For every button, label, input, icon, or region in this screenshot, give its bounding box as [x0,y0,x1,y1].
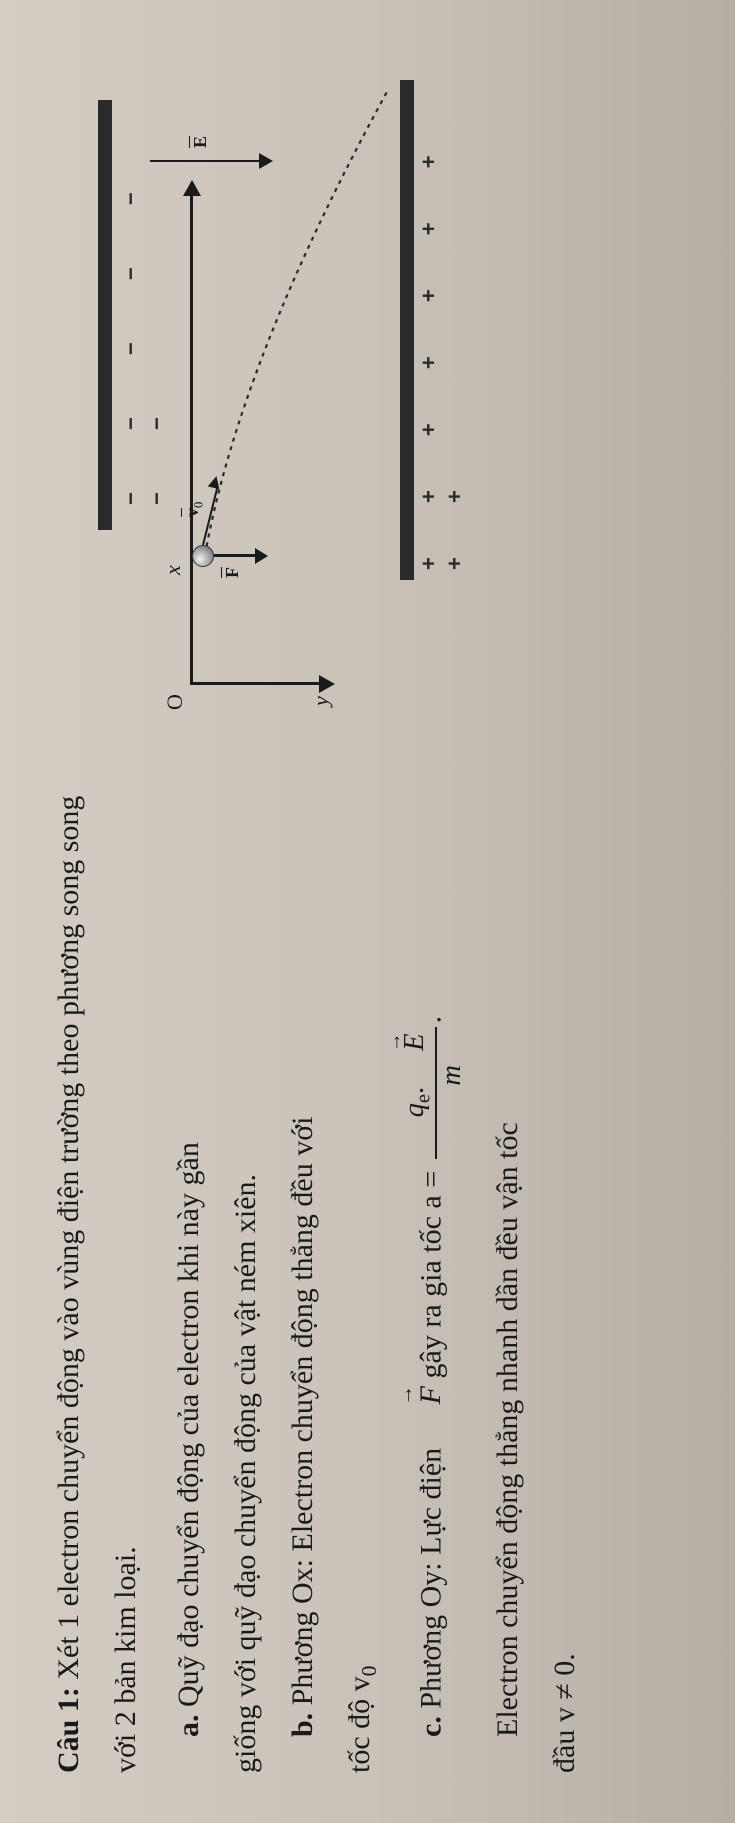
fraction-denominator: m [437,1027,467,1159]
part-c-label: c. [414,1716,447,1737]
question-intro: Xét 1 electron chuyển động vào vùng điện… [52,796,142,1773]
question-label: Câu 1: [52,1687,85,1773]
vector-f: F [402,1386,459,1440]
part-b-sub: 0 [357,1666,381,1677]
question-title: Câu 1: Xét 1 electron chuyển động vào vù… [40,770,154,1773]
part-c-mid: gây ra gia tốc a = [414,1163,447,1386]
force-label: F [222,567,243,578]
force-arrowhead-icon [255,548,268,564]
part-a-label: a. [172,1715,205,1738]
diagram-column: − − − − − − − + + + + + + + + + x y O E [40,50,593,730]
part-d-line1: Electron chuyển động thẳng nhanh dần đều… [479,770,536,1773]
part-b-label: b. [286,1713,319,1737]
part-d-line2: đầu v ≠ 0. [536,770,593,1773]
trajectory-curve [90,80,420,730]
part-c-suffix: . [414,1016,447,1024]
part-a-line2: giống với quỹ đạo chuyển động của vật né… [217,770,274,1773]
part-a-line1: a. Quỹ đạo chuyển động của electron khi … [160,770,217,1773]
trajectory-path [205,90,388,555]
question-text: Câu 1: Xét 1 electron chuyển động vào vù… [40,770,593,1773]
physics-diagram: − − − − − − − + + + + + + + + + x y O E [90,90,470,730]
fraction: qe.Em [400,1027,467,1159]
positive-charges: + + + + + + + + + [416,90,468,570]
part-b-line2: tốc độ v0 [331,770,390,1773]
part-c-line: c. Phương Oy: Lực điện F gây ra gia tốc … [400,770,467,1773]
part-b-text: Phương Ox: Electron chuyển động thẳng đề… [286,1117,319,1706]
force-line [214,555,256,558]
velocity-label: v0 [182,502,207,517]
electron-icon [192,545,214,567]
part-b-line1: b. Phương Ox: Electron chuyển động thẳng… [274,770,331,1773]
part-a-text: Quỹ đạo chuyển động của electron khi này… [172,1142,205,1707]
fraction-numerator: qe.E [400,1027,437,1159]
part-b-prefix: tốc độ v [343,1676,376,1773]
part-c-prefix: Phương Oy: Lực điện [414,1440,447,1708]
